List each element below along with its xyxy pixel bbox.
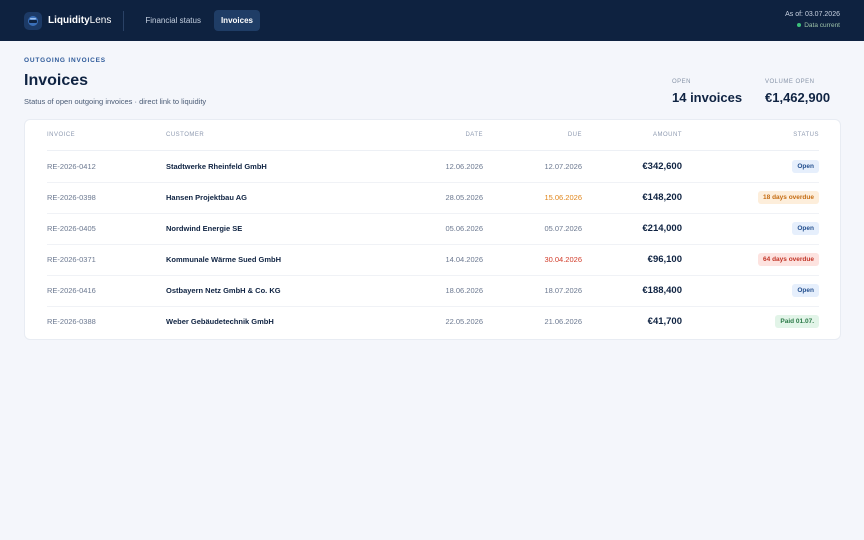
due-date: 05.07.2026 [544,224,582,233]
status-badge: 18 days overdue [758,191,819,204]
column-header-invoice[interactable]: INVOICE [47,132,76,138]
stat-open-value: 14 invoices [672,90,743,105]
invoice-date: 05.06.2026 [445,224,483,233]
invoices-table: INVOICE CUSTOMER DATE DUE AMOUNT STATUS … [24,119,841,340]
status-badge: Open [792,222,819,235]
invoice-amount: €41,700 [647,316,682,327]
status-dot-icon [797,23,802,28]
data-status: As of: 03.07.2026 Data current [785,11,840,29]
invoice-date: 12.06.2026 [445,162,483,171]
column-header-due[interactable]: DUE [567,132,582,138]
invoice-date: 22.05.2026 [445,317,483,326]
table-row[interactable]: RE-2026-0412 Stadtwerke Rheinfeld GmbH 1… [47,151,819,183]
as-of-date: As of: 03.07.2026 [785,11,840,18]
nav-divider [123,10,125,31]
brand[interactable]: LiquidityLens [24,11,112,30]
status-cell: 64 days overdue [719,244,819,275]
table-row[interactable]: RE-2026-0416 Ostbayern Netz GmbH & Co. K… [47,275,819,307]
due-date: 18.07.2026 [544,286,582,295]
customer-name: Ostbayern Netz GmbH & Co. KG [166,286,281,295]
customer-name: Kommunale Wärme Sued GmbH [166,255,282,264]
nav-item-invoices[interactable]: Invoices [213,10,260,31]
invoice-number: RE-2026-0398 [47,193,96,202]
table-header: INVOICE CUSTOMER DATE DUE AMOUNT STATUS [47,120,819,151]
customer-name: Stadtwerke Rheinfeld GmbH [166,162,267,171]
status-badge: Open [792,160,819,173]
data-current-indicator: Data current [785,22,840,29]
column-header-amount[interactable]: AMOUNT [653,132,682,138]
invoice-number: RE-2026-0388 [47,317,96,326]
invoice-number: RE-2026-0412 [47,162,96,171]
invoice-date: 14.04.2026 [445,255,483,264]
status-badge: 64 days overdue [758,253,819,266]
invoice-number: RE-2026-0416 [47,286,96,295]
stat-volume: VOLUME OPEN €1,462,900 [765,79,830,105]
table-row[interactable]: RE-2026-0405 Nordwind Energie SE 05.06.2… [47,213,819,245]
invoice-number: RE-2026-0371 [47,255,96,264]
customer-name: Nordwind Energie SE [166,224,243,233]
main-nav: Financial status Invoices [138,10,266,31]
nav-item-financial-status[interactable]: Financial status [145,16,201,25]
stat-volume-value: €1,462,900 [765,90,831,105]
invoice-amount: €148,200 [642,192,682,203]
column-header-date[interactable]: DATE [465,132,483,138]
status-cell: Open [719,213,819,244]
page-eyebrow: OUTGOING INVOICES [24,57,106,64]
invoice-date: 28.05.2026 [445,193,483,202]
due-date: 21.06.2026 [544,317,582,326]
status-cell: 18 days overdue [719,182,819,213]
invoice-amount: €96,100 [647,254,682,265]
status-cell: Paid 01.07. [719,306,819,337]
stat-open: OPEN 14 invoices [672,79,742,105]
table-row[interactable]: RE-2026-0371 Kommunale Wärme Sued GmbH 1… [47,244,819,276]
brand-name: LiquidityLens [48,15,112,26]
stat-volume-label: VOLUME OPEN [765,79,815,85]
invoice-date: 18.06.2026 [445,286,483,295]
customer-name: Hansen Projektbau AG [166,193,247,202]
page-title: Invoices [24,72,89,89]
invoice-amount: €188,400 [642,285,682,296]
invoice-amount: €342,600 [642,161,682,172]
customer-name: Weber Gebäudetechnik GmbH [166,317,274,326]
table-row[interactable]: RE-2026-0398 Hansen Projektbau AG 28.05.… [47,182,819,214]
top-navigation-bar: LiquidityLens Financial status Invoices … [0,0,864,41]
status-badge: Open [792,284,819,297]
status-cell: Open [719,275,819,306]
invoice-amount: €214,000 [642,223,682,234]
table-row[interactable]: RE-2026-0388 Weber Gebäudetechnik GmbH 2… [47,306,819,337]
page-subtitle: Status of open outgoing invoices · direc… [24,97,207,106]
due-date: 15.06.2026 [544,193,582,202]
stat-open-label: OPEN [672,79,692,85]
invoice-number: RE-2026-0405 [47,224,96,233]
column-header-customer[interactable]: CUSTOMER [166,132,205,138]
status-badge: Paid 01.07. [775,315,819,328]
due-date: 12.07.2026 [544,162,582,171]
status-cell: Open [719,151,819,182]
due-date: 30.04.2026 [544,255,582,264]
wallet-icon [24,11,42,30]
column-header-status[interactable]: STATUS [793,132,819,138]
